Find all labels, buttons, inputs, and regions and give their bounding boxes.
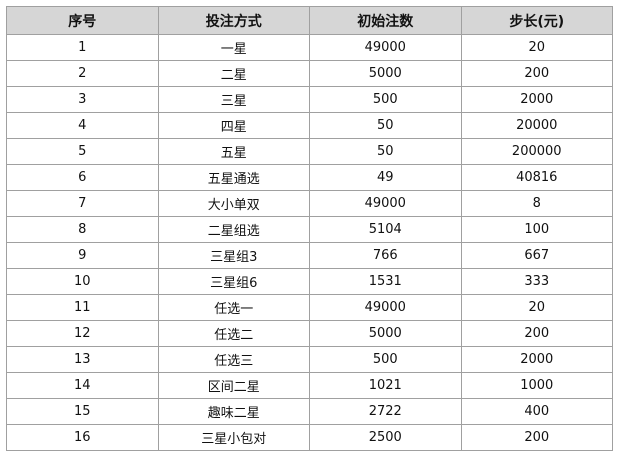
table-row: 2 二星 5000 200	[6, 60, 613, 87]
table-row: 9 三星组3 766 667	[6, 242, 613, 269]
bet-table: 序号 投注方式 初始注数 步长(元) 1 一星 49000 20 2 二星 5000 200 3…	[6, 6, 613, 451]
cell-step: 200000	[460, 138, 613, 165]
cell-step: 20000	[460, 112, 613, 139]
cell-index: 4	[6, 112, 159, 139]
cell-initial-count: 1531	[309, 268, 462, 295]
header-step: 步长(元)	[460, 6, 613, 35]
cell-initial-count: 2722	[309, 398, 462, 425]
table-row: 6 五星通选 49 40816	[6, 164, 613, 191]
cell-initial-count: 50	[309, 112, 462, 139]
cell-step: 200	[460, 424, 613, 451]
cell-index: 15	[6, 398, 159, 425]
cell-index: 10	[6, 268, 159, 295]
cell-initial-count: 49000	[309, 190, 462, 217]
header-bet-type: 投注方式	[157, 6, 310, 35]
cell-bet-type: 任选三	[157, 346, 310, 373]
header-index: 序号	[6, 6, 159, 35]
cell-bet-type: 三星	[157, 86, 310, 113]
cell-initial-count: 5000	[309, 60, 462, 87]
header-row: 序号 投注方式 初始注数 步长(元)	[6, 6, 613, 35]
cell-step: 200	[460, 60, 613, 87]
cell-index: 2	[6, 60, 159, 87]
cell-step: 200	[460, 320, 613, 347]
cell-bet-type: 一星	[157, 34, 310, 61]
table-row: 5 五星 50 200000	[6, 138, 613, 165]
cell-index: 6	[6, 164, 159, 191]
cell-bet-type: 任选二	[157, 320, 310, 347]
cell-initial-count: 500	[309, 86, 462, 113]
cell-step: 100	[460, 216, 613, 243]
cell-step: 2000	[460, 346, 613, 373]
cell-bet-type: 三星小包对	[157, 424, 310, 451]
cell-bet-type: 四星	[157, 112, 310, 139]
table-row: 12 任选二 5000 200	[6, 320, 613, 347]
cell-index: 13	[6, 346, 159, 373]
cell-initial-count: 2500	[309, 424, 462, 451]
cell-index: 5	[6, 138, 159, 165]
cell-bet-type: 五星	[157, 138, 310, 165]
cell-bet-type: 区间二星	[157, 372, 310, 399]
cell-bet-type: 二星组选	[157, 216, 310, 243]
cell-step: 8	[460, 190, 613, 217]
cell-index: 9	[6, 242, 159, 269]
header-initial-count: 初始注数	[309, 6, 462, 35]
cell-index: 1	[6, 34, 159, 61]
cell-step: 20	[460, 34, 613, 61]
cell-initial-count: 5104	[309, 216, 462, 243]
cell-index: 8	[6, 216, 159, 243]
table-row: 8 二星组选 5104 100	[6, 216, 613, 243]
cell-initial-count: 49	[309, 164, 462, 191]
cell-index: 11	[6, 294, 159, 321]
cell-bet-type: 大小单双	[157, 190, 310, 217]
cell-step: 20	[460, 294, 613, 321]
cell-step: 40816	[460, 164, 613, 191]
cell-step: 2000	[460, 86, 613, 113]
table-row: 15 趣味二星 2722 400	[6, 398, 613, 425]
cell-bet-type: 二星	[157, 60, 310, 87]
cell-step: 667	[460, 242, 613, 269]
cell-bet-type: 任选一	[157, 294, 310, 321]
cell-initial-count: 50	[309, 138, 462, 165]
cell-index: 14	[6, 372, 159, 399]
cell-initial-count: 1021	[309, 372, 462, 399]
cell-bet-type: 三星组6	[157, 268, 310, 295]
cell-bet-type: 三星组3	[157, 242, 310, 269]
cell-step: 1000	[460, 372, 613, 399]
table-row: 7 大小单双 49000 8	[6, 190, 613, 217]
table-row: 16 三星小包对 2500 200	[6, 424, 613, 451]
cell-index: 12	[6, 320, 159, 347]
cell-bet-type: 五星通选	[157, 164, 310, 191]
cell-index: 16	[6, 424, 159, 451]
table-row: 10 三星组6 1531 333	[6, 268, 613, 295]
table-row: 3 三星 500 2000	[6, 86, 613, 113]
cell-initial-count: 49000	[309, 34, 462, 61]
cell-index: 3	[6, 86, 159, 113]
table-row: 4 四星 50 20000	[6, 112, 613, 139]
table-row: 13 任选三 500 2000	[6, 346, 613, 373]
cell-initial-count: 5000	[309, 320, 462, 347]
cell-bet-type: 趣味二星	[157, 398, 310, 425]
table-row: 1 一星 49000 20	[6, 34, 613, 61]
cell-initial-count: 49000	[309, 294, 462, 321]
cell-step: 333	[460, 268, 613, 295]
table-row: 14 区间二星 1021 1000	[6, 372, 613, 399]
cell-initial-count: 766	[309, 242, 462, 269]
cell-step: 400	[460, 398, 613, 425]
table-row: 11 任选一 49000 20	[6, 294, 613, 321]
cell-index: 7	[6, 190, 159, 217]
cell-initial-count: 500	[309, 346, 462, 373]
